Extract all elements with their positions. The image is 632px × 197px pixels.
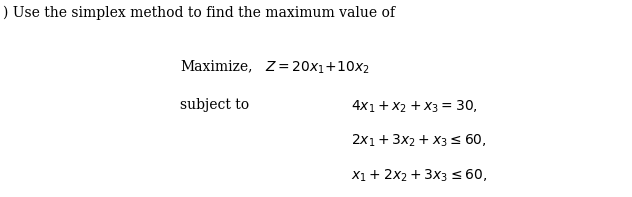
Text: $2x_1 + 3x_2 + x_3 \leq 60,$: $2x_1 + 3x_2 + x_3 \leq 60,$: [351, 133, 487, 149]
Text: ) Use the simplex method to find the maximum value of: ) Use the simplex method to find the max…: [3, 6, 395, 20]
Text: $Z = 20x_1\!+\!10x_2$: $Z = 20x_1\!+\!10x_2$: [265, 59, 370, 75]
Text: Maximize,: Maximize,: [180, 59, 253, 73]
Text: $4x_1 + x_2 + x_3 = 30,$: $4x_1 + x_2 + x_3 = 30,$: [351, 98, 478, 115]
Text: $x_1 + 2x_2 + 3x_3 \leq 60,$: $x_1 + 2x_2 + 3x_3 \leq 60,$: [351, 167, 487, 184]
Text: subject to: subject to: [180, 98, 249, 112]
